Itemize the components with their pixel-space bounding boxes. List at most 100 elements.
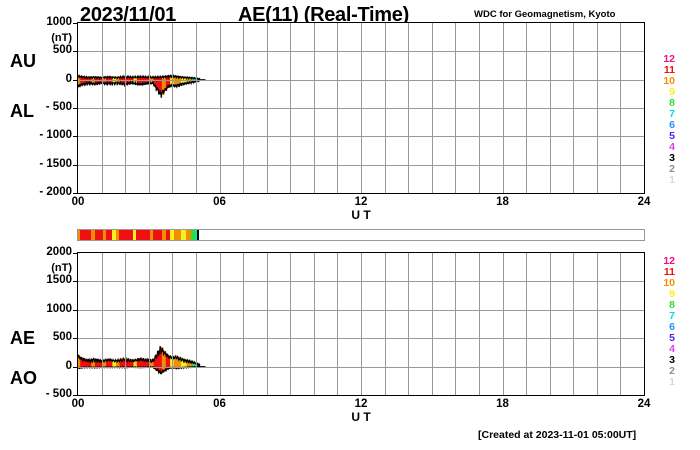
y-tick-label: 1000: [46, 302, 72, 315]
legend-item-12: 12: [663, 255, 675, 267]
y-tick-label: 1500: [46, 274, 72, 287]
gridline-vertical: [432, 253, 433, 395]
station-bar-segment: [94, 230, 103, 240]
gridline-vertical: [385, 253, 386, 395]
y-tick-mark: [73, 164, 77, 166]
gridline-horizontal: [78, 51, 644, 52]
created-timestamp: [Created at 2023-11-01 05:00UT]: [478, 429, 637, 441]
y-tick-label: 500: [52, 44, 72, 57]
header-source: WDC for Geomagnetism, Kyoto: [474, 9, 616, 20]
series-label-al: AL: [10, 101, 34, 121]
legend-item-7: 7: [669, 108, 675, 120]
y-tick-label: - 1000: [39, 129, 72, 142]
legend-item-9: 9: [669, 288, 675, 300]
x-tick-label: 18: [496, 398, 509, 410]
legend-item-4: 4: [669, 141, 675, 153]
y-tick-label: - 500: [45, 101, 72, 113]
legend-item-4: 4: [669, 343, 675, 355]
legend-item-3: 3: [669, 354, 675, 366]
station-bar-segment: [90, 230, 95, 240]
y-tick-mark: [73, 366, 77, 368]
x-tick-label: 24: [637, 196, 651, 208]
gridline-vertical: [455, 253, 456, 395]
legend-item-6: 6: [669, 321, 675, 333]
gridline-horizontal: [78, 80, 644, 81]
station-bar-segment: [161, 230, 166, 240]
x-axis-title-au-al: U T: [351, 208, 371, 222]
legend-item-10: 10: [663, 277, 675, 289]
y-tick-mark: [73, 136, 77, 138]
legend-item-11: 11: [663, 266, 675, 278]
station-bar-segment: [78, 230, 80, 240]
x-tick-label: 12: [354, 196, 368, 208]
gridline-vertical: [172, 253, 173, 395]
y-tick-mark: [73, 51, 77, 53]
gridline-horizontal: [78, 281, 644, 282]
y-tick-mark: [73, 309, 77, 311]
gridline-vertical: [125, 253, 126, 395]
legend-item-3: 3: [669, 152, 675, 164]
gridline-vertical: [620, 253, 621, 395]
series-label-ae: AE: [10, 328, 36, 348]
trace-fill-column: [199, 363, 201, 367]
x-tick-label: 18: [496, 196, 509, 208]
station-bar-segment: [180, 230, 187, 240]
gridline-vertical: [479, 253, 480, 395]
y-tick-label: 2000: [46, 246, 72, 258]
y-unit-au-al: (nT): [51, 32, 72, 44]
gridline-vertical: [267, 253, 268, 395]
station-bar-segment: [186, 230, 192, 240]
x-tick-label: 12: [354, 398, 368, 410]
x-axis-title-ae-ao: U T: [351, 410, 371, 424]
station-bar-segment: [102, 230, 106, 240]
ae-ao-trace: [78, 346, 206, 375]
gridline-horizontal: [78, 108, 644, 109]
y-tick-label: - 1500: [39, 157, 72, 170]
y-tick-mark: [73, 395, 77, 396]
station-bar-segment: [105, 230, 113, 240]
plot-frame-ae-ao: [77, 252, 645, 396]
y-tick-mark: [73, 338, 77, 340]
station-bar-segment: [153, 230, 162, 240]
y-unit-ae-ao: (nT): [51, 262, 72, 274]
station-bar-segment: [112, 230, 116, 240]
gridline-vertical: [196, 253, 197, 395]
gridline-horizontal: [78, 165, 644, 166]
series-label-ao: AO: [10, 368, 37, 388]
x-tick-label: 06: [213, 196, 226, 208]
legend-item-5: 5: [669, 332, 675, 344]
y-tick-label: 0: [65, 72, 72, 85]
gridline-vertical: [337, 253, 338, 395]
gridline-vertical: [550, 253, 551, 395]
station-bar-segment: [173, 230, 181, 240]
gridline-vertical: [573, 253, 574, 395]
color-legend-au-al: 12 11 10 9 8 7 6 5 4 3 2 1: [655, 54, 681, 186]
gridline-horizontal: [78, 136, 644, 137]
station-bar-segment: [115, 230, 120, 240]
gridline-vertical: [526, 253, 527, 395]
station-bar-segment: [149, 230, 154, 240]
trace-outline-ae: [78, 346, 200, 367]
gridline-vertical: [597, 253, 598, 395]
gridline-horizontal: [78, 310, 644, 311]
station-bar-segment: [194, 230, 198, 240]
station-bar-segment: [136, 230, 150, 240]
gridline-vertical: [220, 253, 221, 395]
legend-item-2: 2: [669, 163, 675, 175]
legend-item-7: 7: [669, 310, 675, 322]
y-tick-label: - 500: [45, 388, 72, 400]
color-legend-ae-ao: 12 11 10 9 8 7 6 5 4 3 2 1: [655, 256, 681, 388]
station-bar-segment: [79, 230, 91, 240]
legend-item-8: 8: [669, 299, 675, 311]
gridline-vertical: [314, 253, 315, 395]
page-title: AE(11) (Real-Time): [238, 4, 409, 26]
legend-item-2: 2: [669, 365, 675, 377]
plot-frame-au-al: [77, 22, 645, 194]
trace-outline-au: [78, 73, 200, 81]
y-tick-mark: [73, 108, 77, 109]
legend-item-9: 9: [669, 86, 675, 98]
series-label-au: AU: [10, 51, 36, 71]
station-availability-bar: [77, 229, 645, 241]
station-bar-segment: [133, 230, 137, 240]
gridline-vertical: [243, 253, 244, 395]
